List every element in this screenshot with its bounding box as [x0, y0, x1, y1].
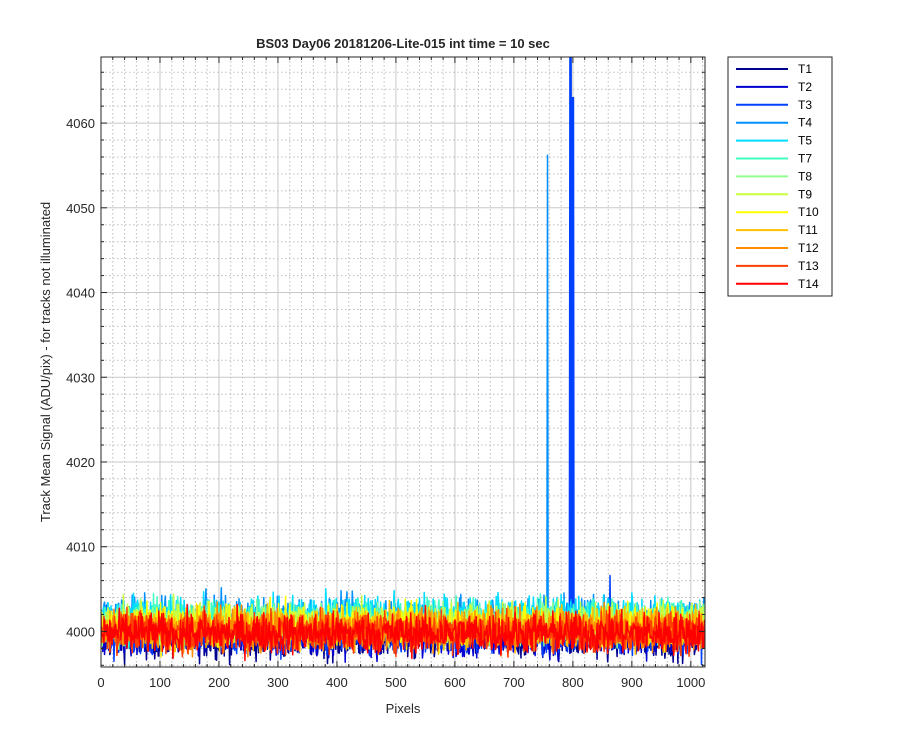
legend-label-t14: T14 [798, 277, 819, 291]
legend-label-t9: T9 [798, 187, 812, 201]
chart-title: BS03 Day06 20181206-Lite-015 int time = … [256, 36, 550, 51]
y-tick-labels: 4000 4010 4020 4030 4040 4050 4060 [66, 116, 95, 639]
x-axis-label: Pixels [386, 701, 421, 716]
legend-label-t7: T7 [798, 152, 812, 166]
x-tick-label: 500 [385, 675, 407, 690]
y-tick-label: 4050 [66, 201, 95, 216]
y-tick-label: 4060 [66, 116, 95, 131]
legend-label-t3: T3 [798, 98, 812, 112]
x-tick-label: 100 [149, 675, 171, 690]
series-line-t14 [101, 603, 705, 662]
y-tick-label: 4010 [66, 540, 95, 555]
y-tick-label: 4040 [66, 286, 95, 301]
legend: T1 T2 T3 T4 T5 T7 T8 T9 T10 T11 T12 T13 T14 [727, 56, 833, 297]
legend-label-t5: T5 [798, 134, 812, 148]
x-tick-label: 600 [444, 675, 466, 690]
legend-label-t8: T8 [798, 169, 812, 183]
legend-label-t12: T12 [798, 241, 819, 255]
legend-label-t1: T1 [798, 62, 812, 76]
axis-ticks [100, 57, 705, 667]
plot-area [101, 57, 705, 667]
x-tick-label: 300 [267, 675, 289, 690]
x-tick-label: 200 [208, 675, 230, 690]
y-tick-label: 4030 [66, 370, 95, 385]
y-tick-label: 4020 [66, 455, 95, 470]
legend-label-t2: T2 [798, 80, 812, 94]
legend-label-t10: T10 [798, 205, 819, 219]
x-tick-labels: 0 100 200 300 400 500 600 700 800 900 1000 [97, 675, 705, 690]
minor-grid [101, 57, 705, 667]
legend-label-t13: T13 [798, 259, 819, 273]
y-tick-label: 4000 [66, 624, 95, 639]
x-tick-label: 900 [621, 675, 643, 690]
x-tick-label: 700 [503, 675, 525, 690]
x-tick-label: 1000 [676, 675, 705, 690]
y-axis-label: Track Mean Signal (ADU/pix) - for tracks… [38, 202, 53, 522]
x-tick-label: 800 [562, 675, 584, 690]
plot-axes: 0 100 200 300 400 500 600 700 800 900 1000 4000 401… [66, 56, 706, 690]
series-lines [101, 57, 705, 666]
x-tick-label: 0 [97, 675, 104, 690]
legend-label-t4: T4 [798, 116, 812, 130]
plot-box [100, 56, 706, 668]
legend-label-t11: T11 [798, 223, 818, 237]
x-tick-label: 400 [326, 675, 348, 690]
